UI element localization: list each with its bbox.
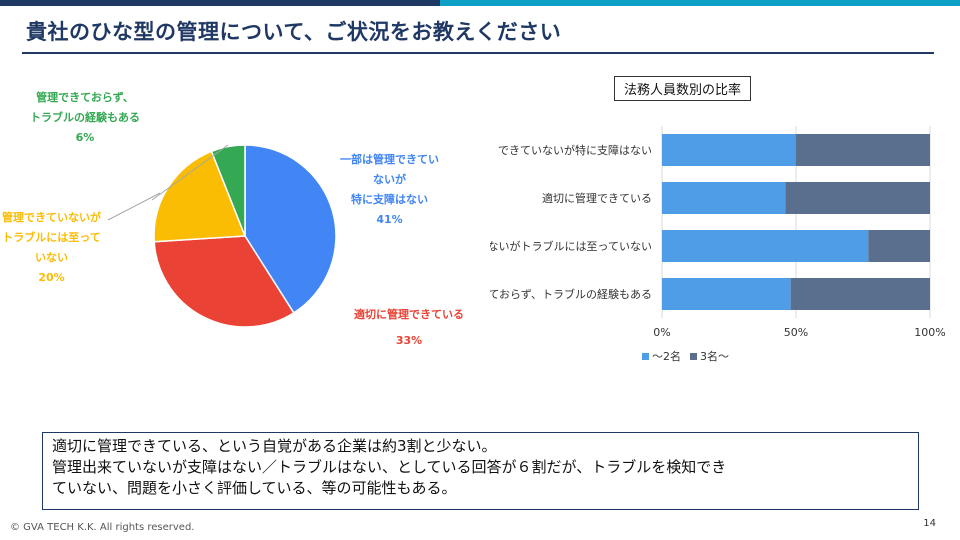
- summary-line: 適切に管理できている、という自覚がある企業は約3割と少ない。: [52, 437, 497, 455]
- legend-swatch: [690, 353, 697, 360]
- bar-segment: [662, 230, 869, 262]
- x-tick-label: 0%: [653, 326, 670, 339]
- bar-chart-svg: できていないが特に支障はない適切に管理できているないがトラブルには至っていないて…: [470, 120, 946, 380]
- pie-slice: [210, 144, 246, 237]
- pie-slice: [153, 150, 247, 243]
- pie-label-partial-no-issue: 一部は管理できてい ないが 特に支障はない 41%: [340, 153, 439, 226]
- title-underline: [22, 52, 934, 54]
- category-label: ないがトラブルには至っていない: [488, 239, 652, 253]
- summary-box: 適切に管理できている、という自覚がある企業は約3割と少ない。 管理出来ていないが…: [42, 432, 919, 510]
- pie-leader-line-yellow: [107, 192, 161, 221]
- copyright-footer: © GVA TECH K.K. All rights reserved.: [10, 522, 195, 533]
- bar-segment: [796, 134, 930, 166]
- summary-line: ていない、問題を小さく評価している、等の可能性もある。: [52, 479, 457, 497]
- x-tick-label: 50%: [784, 326, 808, 339]
- pie-chart: 一部は管理できてい ないが 特に支障はない 41% 適切に管理できている 33%…: [0, 60, 480, 370]
- pie-leader-line-green: [151, 144, 229, 201]
- summary-line: 管理出来ていないが支障はない／トラブルはない、としている回答が６割だが、トラブル…: [52, 458, 727, 476]
- page-number: 14: [923, 518, 936, 529]
- pie-chart-svg: [107, 144, 337, 328]
- bar-segment: [785, 182, 930, 214]
- top-accent-bar: [0, 0, 960, 6]
- bar-segment: [662, 182, 786, 214]
- slide-title: 貴社のひな型の管理について、ご状況をお教えください: [26, 20, 562, 44]
- x-tick-label: 100%: [914, 326, 945, 339]
- bar-segment: [662, 134, 796, 166]
- pie-label-managed: 適切に管理できている 33%: [354, 308, 464, 347]
- bar-segment: [662, 278, 791, 310]
- bar-segment: [790, 278, 930, 310]
- category-label: 適切に管理できている: [542, 191, 652, 205]
- bar-chart-title: 法務人員数別の比率: [614, 76, 752, 101]
- legend-swatch: [642, 353, 649, 360]
- top-accent-dark: [0, 0, 440, 6]
- bar-segment: [868, 230, 930, 262]
- category-label: できていないが特に支障はない: [498, 143, 652, 157]
- label-clip-mask: [470, 120, 490, 380]
- legend-label: 3名〜: [700, 349, 729, 363]
- category-label: ておらず、トラブルの経験もある: [488, 287, 652, 301]
- pie-label-trouble: 管理できておらず、 トラブルの経験もある 6%: [30, 91, 140, 144]
- pie-slice: [153, 235, 295, 328]
- bar-chart: できていないが特に支障はない適切に管理できているないがトラブルには至っていないて…: [470, 120, 950, 380]
- pie-label-no-trouble: 管理できていないが トラブルには至って いない 20%: [2, 211, 101, 284]
- legend-label: 〜2名: [652, 349, 681, 363]
- top-accent-light: [440, 0, 960, 6]
